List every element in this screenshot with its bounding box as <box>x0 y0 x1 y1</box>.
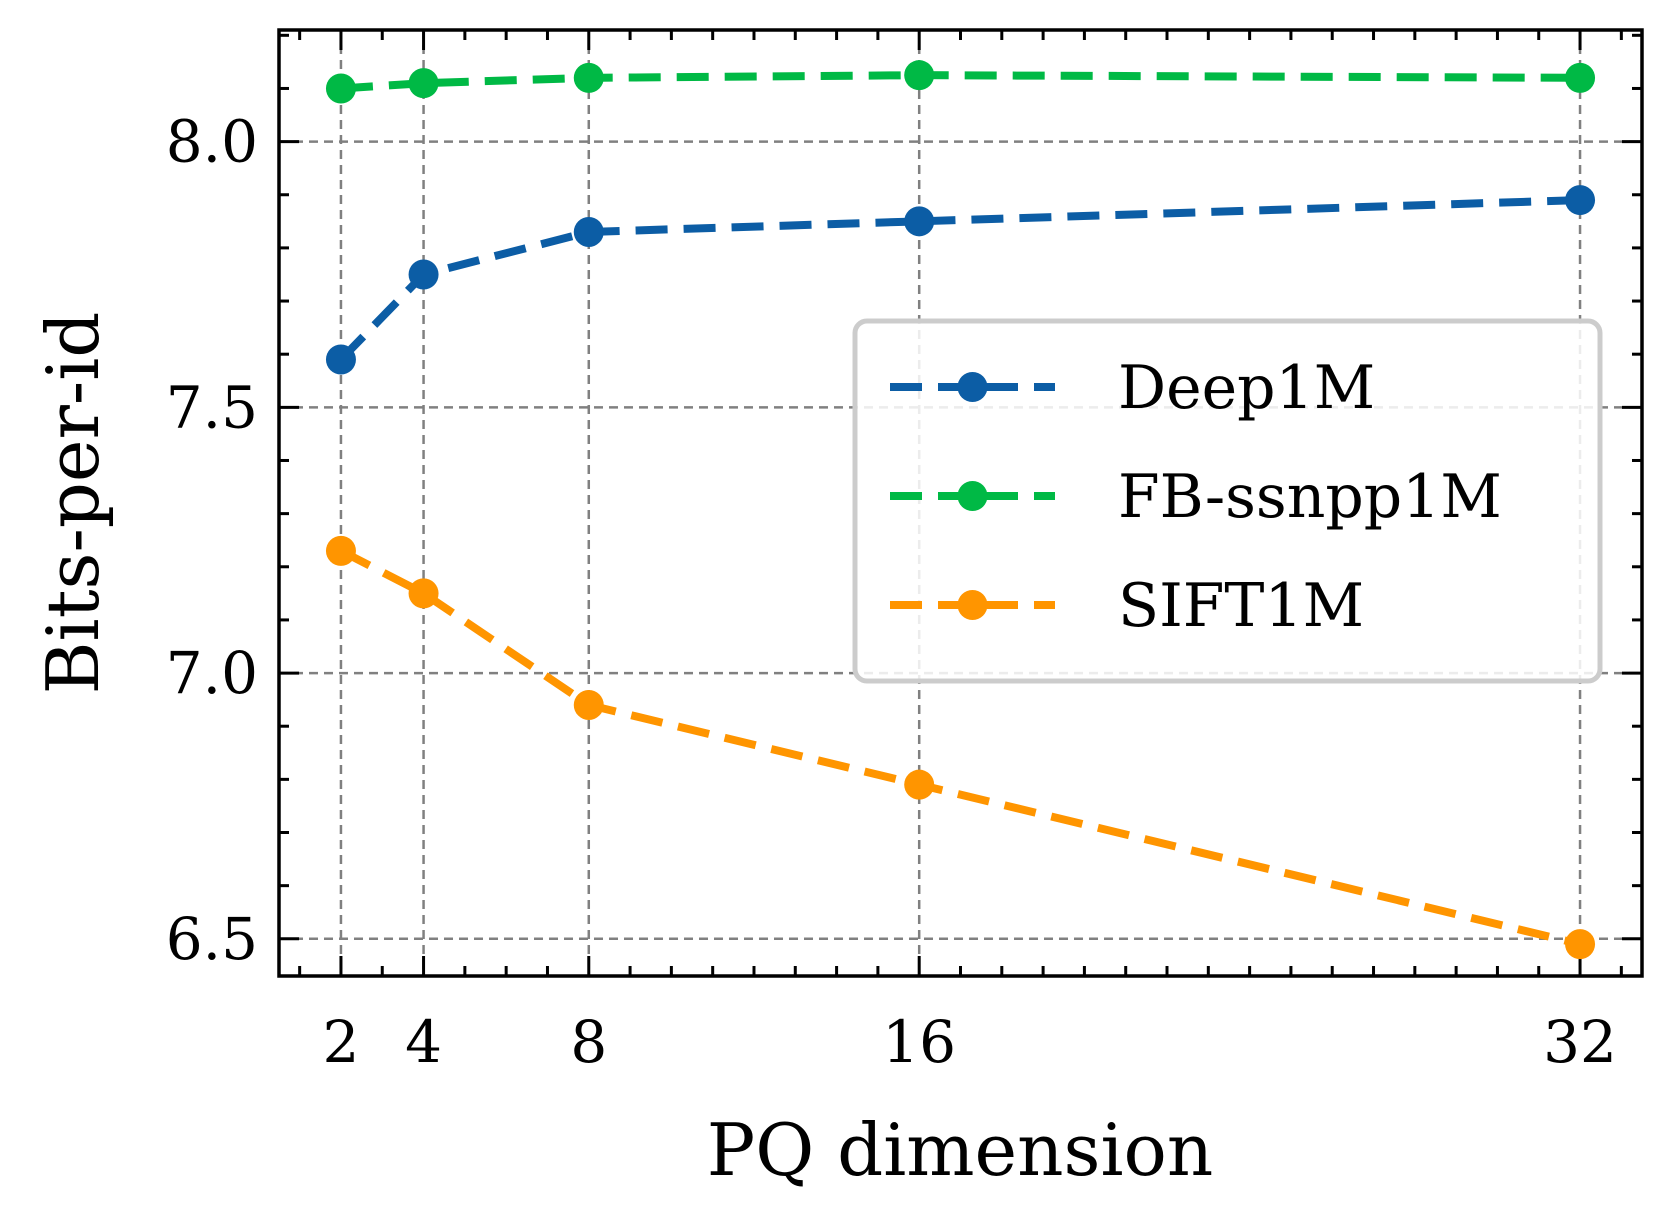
data-point-sift1m <box>1565 929 1596 960</box>
data-point-fb-ssnpp1m <box>325 73 356 104</box>
y-tick-label: 7.0 <box>166 639 258 707</box>
data-point-fb-ssnpp1m <box>1565 62 1596 93</box>
legend-label-sift1m: SIFT1M <box>1118 571 1364 641</box>
y-tick-label: 6.5 <box>166 905 258 973</box>
series-line-fb-ssnpp1m <box>340 71 1581 93</box>
x-tick-label: 16 <box>882 1008 956 1076</box>
data-point-fb-ssnpp1m <box>573 62 604 93</box>
data-point-sift1m <box>408 578 439 609</box>
legend-marker-fb-ssnpp1m <box>957 481 988 511</box>
data-point-deep1m <box>1565 185 1596 216</box>
data-point-deep1m <box>408 259 439 290</box>
series-layer <box>325 60 1596 960</box>
legend-marker-sift1m <box>957 590 988 620</box>
data-point-sift1m <box>573 689 604 720</box>
data-point-fb-ssnpp1m <box>904 60 935 91</box>
x-tick-label: 2 <box>323 1008 360 1076</box>
plot-frame <box>277 28 1644 978</box>
x-tick-label: 32 <box>1543 1008 1617 1076</box>
x-tick-label: 4 <box>405 1008 442 1076</box>
data-point-deep1m <box>573 216 604 247</box>
data-point-sift1m <box>325 535 356 566</box>
y-tick-label: 7.5 <box>166 373 258 441</box>
legend-box <box>852 318 1603 684</box>
tick-labels: 2 4 8 16 32 6.5 7.0 7.5 8.0 <box>166 108 1617 1076</box>
legend-label-deep1m: Deep1M <box>1118 353 1375 423</box>
legend: Deep1M FB-ssnpp1M SIFT1M <box>852 318 1603 684</box>
x-tick-label: 8 <box>570 1008 607 1076</box>
legend-label-fb-ssnpp1m: FB-ssnpp1M <box>1118 462 1502 532</box>
data-point-fb-ssnpp1m <box>408 68 439 99</box>
data-point-deep1m <box>904 206 935 237</box>
y-axis-label: Bits-per-id <box>31 312 115 695</box>
data-point-sift1m <box>904 769 935 800</box>
data-point-deep1m <box>325 344 356 375</box>
y-tick-label: 8.0 <box>166 108 258 176</box>
x-axis-label: PQ dimension <box>707 1108 1213 1192</box>
legend-marker-deep1m <box>957 372 988 402</box>
